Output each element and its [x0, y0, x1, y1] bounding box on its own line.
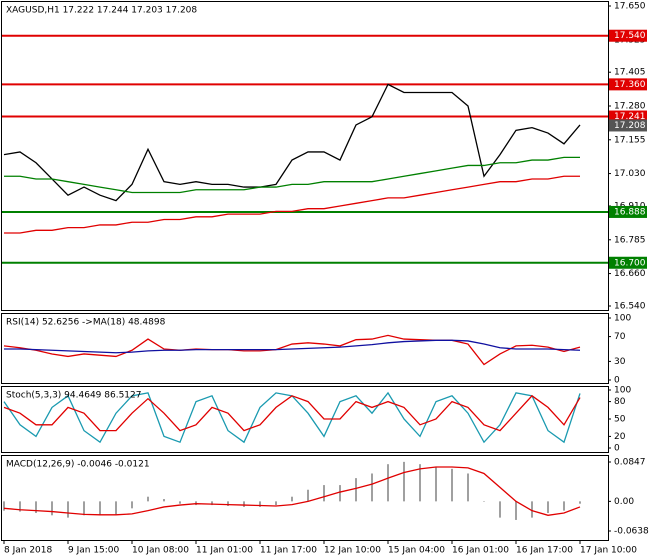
bar: [307, 489, 309, 502]
bar: [323, 485, 325, 502]
y-tick-label: 16.660: [614, 269, 646, 279]
bar: [531, 501, 533, 518]
y-tick-label: 70: [614, 332, 626, 342]
series-line: [4, 175, 580, 234]
bar: [355, 478, 357, 502]
y-tick-label: 20: [614, 432, 626, 442]
y-tick-label: 80: [614, 397, 626, 407]
bar: [435, 466, 437, 502]
y-tick-label: 17.155: [614, 135, 646, 145]
y-tick-label: 0: [614, 376, 620, 386]
bar: [147, 496, 149, 502]
bar: [259, 501, 261, 507]
y-tick-label: -0.0638: [614, 527, 649, 537]
level-label: 17.360: [614, 80, 646, 90]
bar: [115, 501, 117, 515]
level-label: 16.700: [614, 258, 646, 268]
panel-frame: [1, 313, 609, 384]
series-line: [3, 466, 581, 516]
bar: [403, 461, 405, 502]
price-label: 17.208: [614, 121, 646, 131]
series-line: [4, 156, 580, 194]
bar: [563, 501, 565, 511]
series-line: [4, 339, 581, 354]
bar: [483, 501, 485, 502]
bar: [291, 496, 293, 502]
level-label: 16.888: [614, 207, 646, 217]
y-tick-label: 50: [614, 415, 626, 425]
bar: [243, 501, 245, 507]
level-label: 17.540: [614, 31, 646, 41]
x-tick-label: 17 Jan 10:00: [580, 546, 637, 556]
y-tick-label: 0.0847: [614, 458, 646, 468]
level-label-box: [609, 78, 647, 91]
bar: [19, 501, 21, 512]
bar: [83, 501, 85, 516]
x-tick-label: 16 Jan 17:00: [516, 546, 573, 556]
bar: [499, 501, 501, 518]
y-tick-label: 100: [614, 386, 631, 396]
x-tick-label: 15 Jan 04:00: [388, 546, 445, 556]
y-tick-label: 0: [614, 444, 620, 454]
panel-frame: [1, 1, 609, 311]
bar: [227, 501, 229, 507]
y-tick-label: 30: [614, 357, 626, 367]
panel-title: XAGUSD,H1 17.222 17.244 17.203 17.208: [6, 6, 197, 16]
bar: [131, 501, 133, 509]
series-line: [3, 394, 581, 432]
level-label-box: [609, 256, 647, 269]
bar: [163, 499, 165, 502]
x-tick-label: 9 Jan 15:00: [68, 546, 120, 556]
series-line: [3, 334, 581, 366]
x-tick-label: 8 Jan 2018: [4, 546, 52, 556]
bar: [467, 473, 469, 502]
price-label-box: [609, 119, 647, 132]
x-tick-label: 10 Jan 08:00: [132, 546, 189, 556]
y-tick-label: 100: [614, 314, 631, 324]
bar: [99, 501, 101, 516]
bar: [35, 501, 37, 513]
y-tick-label: 16.540: [614, 302, 646, 312]
panel-title: Stoch(5,3,3) 94.4649 86.5127: [6, 391, 141, 401]
x-tick-label: 11 Jan 01:00: [196, 546, 253, 556]
bar: [371, 473, 373, 502]
y-tick-label: 17.280: [614, 102, 646, 112]
y-tick-label: 17.650: [614, 2, 646, 12]
bar: [51, 501, 53, 516]
bar: [547, 501, 549, 513]
panel-title: RSI(14) 52.6256 ->MA(18) 48.4898: [6, 318, 166, 328]
y-tick-label: 17.405: [614, 68, 646, 78]
bar: [339, 485, 341, 502]
x-tick-label: 16 Jan 01:00: [452, 546, 509, 556]
panel-frame: [1, 455, 609, 541]
level-label-box: [609, 205, 647, 218]
bar: [67, 501, 69, 518]
bar: [451, 468, 453, 502]
bar: [179, 501, 181, 504]
x-tick-label: 12 Jan 10:00: [324, 546, 381, 556]
y-tick-label: 16.785: [614, 235, 646, 245]
y-tick-label: 17.030: [614, 169, 646, 179]
bar: [387, 464, 389, 502]
y-tick-label: 0.00: [614, 497, 634, 507]
bar: [419, 464, 421, 502]
bar: [275, 501, 277, 506]
panel-title: MACD(12,26,9) -0.0046 -0.0121: [6, 460, 150, 470]
x-tick-label: 11 Jan 17:00: [260, 546, 317, 556]
bar: [579, 501, 581, 504]
level-label-box: [609, 29, 647, 42]
bar: [3, 501, 5, 511]
bar: [515, 501, 517, 520]
level-label: 17.241: [614, 112, 646, 122]
series-line: [3, 83, 581, 202]
bar: [211, 501, 213, 506]
